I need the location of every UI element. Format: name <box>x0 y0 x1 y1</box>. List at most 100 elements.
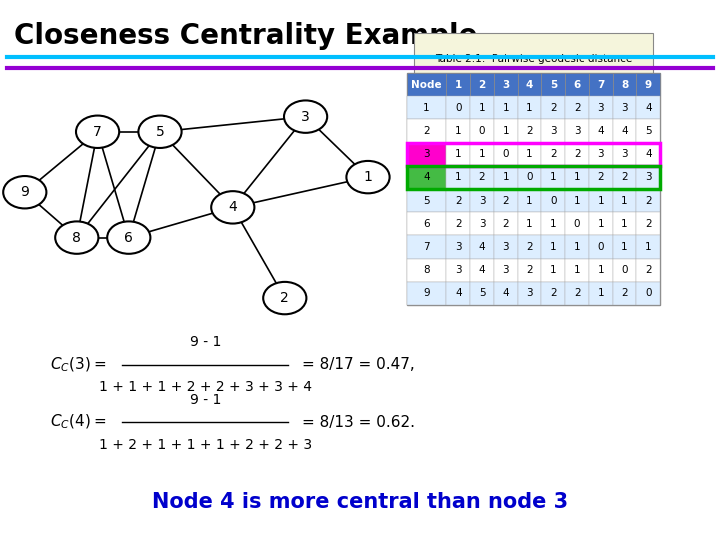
Text: 3: 3 <box>621 149 628 159</box>
FancyBboxPatch shape <box>589 119 613 143</box>
FancyBboxPatch shape <box>541 212 565 235</box>
Text: 1: 1 <box>621 219 628 229</box>
Circle shape <box>264 282 307 314</box>
Text: 3: 3 <box>598 149 604 159</box>
FancyBboxPatch shape <box>494 73 518 96</box>
FancyBboxPatch shape <box>470 189 494 212</box>
FancyBboxPatch shape <box>518 73 541 96</box>
FancyBboxPatch shape <box>565 73 589 96</box>
Text: 2: 2 <box>526 242 533 252</box>
Text: 1: 1 <box>645 242 652 252</box>
Text: 4: 4 <box>503 288 509 299</box>
Text: Table 2.1:  Pairwise geodesic distance: Table 2.1: Pairwise geodesic distance <box>435 54 632 64</box>
FancyBboxPatch shape <box>589 259 613 282</box>
FancyBboxPatch shape <box>565 119 589 143</box>
FancyBboxPatch shape <box>446 96 470 119</box>
FancyBboxPatch shape <box>613 235 636 259</box>
Text: 2: 2 <box>598 172 604 183</box>
Text: 2: 2 <box>455 195 462 206</box>
Text: 1: 1 <box>526 219 533 229</box>
Text: Node: Node <box>411 79 442 90</box>
FancyBboxPatch shape <box>407 143 446 166</box>
Text: 1: 1 <box>598 265 604 275</box>
Text: 7: 7 <box>597 79 605 90</box>
FancyBboxPatch shape <box>636 166 660 189</box>
Text: 3: 3 <box>526 288 533 299</box>
Text: 1: 1 <box>550 172 557 183</box>
Text: 2: 2 <box>645 219 652 229</box>
FancyBboxPatch shape <box>613 73 636 96</box>
Text: 1: 1 <box>455 172 462 183</box>
Text: 9: 9 <box>423 288 430 299</box>
FancyBboxPatch shape <box>407 282 446 305</box>
Text: 1: 1 <box>574 265 580 275</box>
FancyBboxPatch shape <box>470 119 494 143</box>
Text: 3: 3 <box>502 79 510 90</box>
Text: 1: 1 <box>598 195 604 206</box>
FancyBboxPatch shape <box>407 235 446 259</box>
FancyBboxPatch shape <box>446 282 470 305</box>
FancyBboxPatch shape <box>636 73 660 96</box>
Text: 1: 1 <box>423 103 430 113</box>
Text: 2: 2 <box>478 79 486 90</box>
Text: 6: 6 <box>573 79 581 90</box>
Text: 4: 4 <box>645 103 652 113</box>
Circle shape <box>107 221 150 254</box>
FancyBboxPatch shape <box>407 119 446 143</box>
Text: 1: 1 <box>550 242 557 252</box>
FancyBboxPatch shape <box>613 96 636 119</box>
Text: 7: 7 <box>93 125 102 139</box>
Text: 2: 2 <box>455 219 462 229</box>
Text: 2: 2 <box>526 126 533 136</box>
Text: 4: 4 <box>479 242 485 252</box>
FancyBboxPatch shape <box>470 143 494 166</box>
Text: 1: 1 <box>574 195 580 206</box>
FancyBboxPatch shape <box>470 282 494 305</box>
Text: 3: 3 <box>621 103 628 113</box>
FancyBboxPatch shape <box>470 73 494 96</box>
Text: 1: 1 <box>526 195 533 206</box>
FancyBboxPatch shape <box>494 189 518 212</box>
Text: 4: 4 <box>621 126 628 136</box>
FancyBboxPatch shape <box>446 189 470 212</box>
FancyBboxPatch shape <box>613 282 636 305</box>
Text: 3: 3 <box>423 149 430 159</box>
Text: 2: 2 <box>645 195 652 206</box>
FancyBboxPatch shape <box>636 212 660 235</box>
Circle shape <box>3 176 46 208</box>
FancyBboxPatch shape <box>541 143 565 166</box>
Text: 1: 1 <box>503 172 509 183</box>
FancyBboxPatch shape <box>636 259 660 282</box>
FancyBboxPatch shape <box>494 96 518 119</box>
FancyBboxPatch shape <box>446 73 470 96</box>
FancyBboxPatch shape <box>541 119 565 143</box>
Text: 2: 2 <box>621 288 628 299</box>
Text: 3: 3 <box>503 242 509 252</box>
FancyBboxPatch shape <box>446 143 470 166</box>
Text: 1: 1 <box>574 242 580 252</box>
FancyBboxPatch shape <box>589 96 613 119</box>
Text: 3: 3 <box>503 265 509 275</box>
Text: 0: 0 <box>574 219 580 229</box>
Text: 3: 3 <box>455 265 462 275</box>
Text: 1: 1 <box>598 219 604 229</box>
Text: 6: 6 <box>423 219 430 229</box>
FancyBboxPatch shape <box>541 189 565 212</box>
Circle shape <box>284 100 327 133</box>
Text: 1 + 2 + 1 + 1 + 1 + 2 + 2 + 3: 1 + 2 + 1 + 1 + 1 + 2 + 2 + 3 <box>99 438 312 452</box>
Text: Node 4 is more central than node 3: Node 4 is more central than node 3 <box>152 492 568 512</box>
FancyBboxPatch shape <box>518 119 541 143</box>
FancyBboxPatch shape <box>613 189 636 212</box>
Text: 3: 3 <box>574 126 580 136</box>
FancyBboxPatch shape <box>589 73 613 96</box>
Text: 0: 0 <box>621 265 628 275</box>
Text: 2: 2 <box>423 126 430 136</box>
Circle shape <box>138 116 181 148</box>
FancyBboxPatch shape <box>589 282 613 305</box>
Circle shape <box>346 161 390 193</box>
FancyBboxPatch shape <box>494 166 518 189</box>
Text: 2: 2 <box>574 103 580 113</box>
FancyBboxPatch shape <box>518 212 541 235</box>
Text: 0: 0 <box>550 195 557 206</box>
Text: 0: 0 <box>598 242 604 252</box>
